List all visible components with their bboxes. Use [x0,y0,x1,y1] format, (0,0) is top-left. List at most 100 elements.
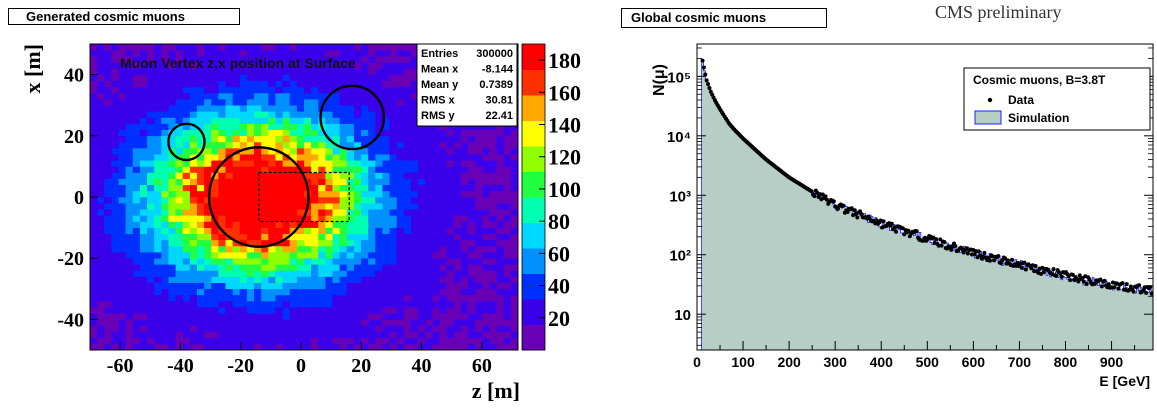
heatmap-cell [346,227,355,235]
heatmap-cell [132,313,141,320]
heatmap-cell [261,154,269,161]
heatmap-cell [396,197,405,204]
heatmap-cell [147,239,155,247]
heatmap-cell [104,86,112,94]
heatmap-cell [182,135,191,143]
heatmap-cell [90,123,98,130]
heatmap-cell [389,105,398,112]
heatmap-cell [197,319,205,326]
heatmap-cell [282,294,291,302]
heatmap-cell [125,129,134,137]
heatmap-cell [339,264,348,271]
heatmap-cell [118,331,126,339]
heatmap-cell [396,276,405,283]
heatmap-cell [147,148,155,155]
heatmap-cell [125,154,134,161]
data-point [1084,282,1089,286]
heatmap-cell [503,319,512,326]
heatmap-cell [147,141,155,149]
heatmap-cell [289,148,298,155]
heatmap-cell [339,178,348,186]
heatmap-cell [368,319,376,326]
heatmap-cell [304,221,312,228]
heatmap-cell [246,184,255,192]
heatmap-cell [311,160,319,167]
x-tick-label: 300 [824,354,848,370]
heatmap-cell [211,301,219,308]
heatmap-cell [182,197,191,204]
heatmap-cell [239,99,248,106]
heatmap-cell [268,160,276,167]
heatmap-cell [239,62,248,69]
heatmap-cell [432,307,440,314]
heatmap-cell [268,209,276,216]
heatmap-cell [254,282,262,290]
heatmap-cell [396,86,405,94]
heatmap-cell [304,301,312,308]
heatmap-cell [147,294,155,302]
heatmap-cell [232,99,241,106]
heatmap-cell [403,123,412,130]
heatmap-cell [296,294,305,302]
heatmap-cell [268,68,276,75]
heatmap-cell [446,294,455,302]
heatmap-cell [296,99,305,106]
heatmap-cell [218,129,226,137]
heatmap-cell [161,135,169,143]
heatmap-cell [361,154,369,161]
heatmap-cell [396,233,405,241]
heatmap-cell [296,325,305,332]
heatmap-cell [311,209,319,216]
heatmap-cell [403,135,412,143]
heatmap-cell [261,294,269,302]
heatmap-cell [261,117,269,124]
heatmap-cell [332,111,340,118]
heatmap-cell [475,135,483,143]
heatmap-cell [475,239,483,247]
heatmap-cell [482,343,490,351]
heatmap-cell [325,282,333,290]
heatmap-cell [411,270,419,277]
heatmap-cell [468,166,476,173]
heatmap-cell [204,245,212,253]
heatmap-cell [346,258,355,265]
heatmap-cell [296,105,305,112]
heatmap-cell [289,44,298,51]
heatmap-cell [261,99,269,106]
heatmap-cell [389,68,398,75]
heatmap-cell [346,264,355,271]
heatmap-cell [325,148,333,155]
heatmap-cell [211,129,219,137]
heatmap-cell [239,197,248,204]
heatmap-cell [460,123,469,130]
data-point [849,206,854,211]
heatmap-cell [90,227,98,235]
heatmap-cell [389,252,398,259]
heatmap-cell [197,264,205,271]
x-tick-label: 500 [916,354,940,370]
stats-label: RMS y [421,110,456,122]
heatmap-cell [90,288,98,296]
heatmap-cell [339,50,348,57]
heatmap-cell [268,239,276,247]
heatmap-cell [468,288,476,296]
heatmap-cell [425,166,433,173]
heatmap-cell [161,86,169,94]
heatmap-cell [475,209,483,216]
heatmap-cell [189,92,198,100]
heatmap-cell [118,227,126,235]
heatmap-cell [254,319,262,326]
heatmap-cell [111,178,119,186]
heatmap-cell [168,221,176,228]
heatmap-cell [118,178,126,186]
heatmap-cell [475,141,483,149]
heatmap-cell [453,209,462,216]
heatmap-cell [104,62,112,69]
heatmap-cell [189,239,198,247]
heatmap-cell [453,307,462,314]
heatmap-cell [311,62,319,69]
heatmap-cell [118,190,126,198]
heatmap-cell [332,203,340,210]
heatmap-cell [197,282,205,290]
heatmap-cell [254,135,262,143]
